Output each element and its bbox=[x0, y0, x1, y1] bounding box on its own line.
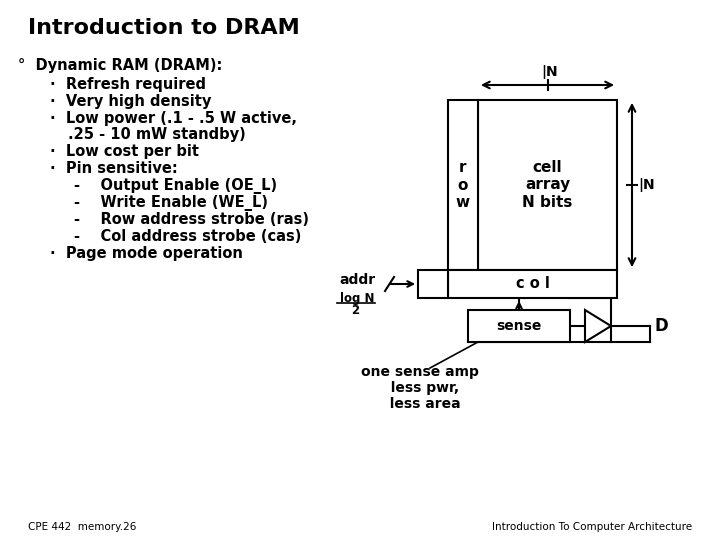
Text: ·  Refresh required: · Refresh required bbox=[50, 77, 206, 92]
Text: -    Col address strobe (cas): - Col address strobe (cas) bbox=[74, 229, 302, 244]
Text: ·  Pin sensitive:: · Pin sensitive: bbox=[50, 161, 178, 176]
Text: sense: sense bbox=[496, 319, 541, 333]
Text: .25 - 10 mW standby): .25 - 10 mW standby) bbox=[68, 127, 246, 142]
Text: -    Row address strobe (ras): - Row address strobe (ras) bbox=[74, 212, 309, 227]
Text: 2: 2 bbox=[351, 304, 359, 317]
Bar bbox=[468, 310, 570, 342]
Text: |N: |N bbox=[638, 178, 654, 192]
Text: ·  Low power (.1 - .5 W active,: · Low power (.1 - .5 W active, bbox=[50, 111, 297, 126]
Text: addr: addr bbox=[339, 273, 375, 287]
Text: -    Output Enable (OE_L): - Output Enable (OE_L) bbox=[74, 178, 277, 194]
Text: °  Dynamic RAM (DRAM):: ° Dynamic RAM (DRAM): bbox=[18, 58, 222, 73]
Text: r
o
w: r o w bbox=[456, 160, 470, 210]
Polygon shape bbox=[585, 310, 611, 342]
Text: Introduction To Computer Architecture: Introduction To Computer Architecture bbox=[492, 522, 692, 532]
Text: Introduction to DRAM: Introduction to DRAM bbox=[28, 18, 300, 38]
Bar bbox=[448, 270, 617, 298]
Text: ·  Low cost per bit: · Low cost per bit bbox=[50, 144, 199, 159]
Bar bbox=[418, 270, 448, 298]
Text: log N: log N bbox=[341, 292, 375, 305]
Bar bbox=[478, 100, 617, 270]
Text: one sense amp
  less pwr,
  less area: one sense amp less pwr, less area bbox=[361, 365, 479, 411]
Bar bbox=[448, 100, 478, 270]
Text: |N: |N bbox=[541, 65, 558, 79]
Text: ·  Very high density: · Very high density bbox=[50, 94, 212, 109]
Text: CPE 442  memory.26: CPE 442 memory.26 bbox=[28, 522, 136, 532]
Text: ·  Page mode operation: · Page mode operation bbox=[50, 246, 243, 261]
Text: cell
array
N bits: cell array N bits bbox=[522, 160, 572, 210]
Text: c o l: c o l bbox=[516, 276, 549, 292]
Text: -    Write Enable (WE_L): - Write Enable (WE_L) bbox=[74, 195, 268, 211]
Text: D: D bbox=[654, 317, 667, 335]
